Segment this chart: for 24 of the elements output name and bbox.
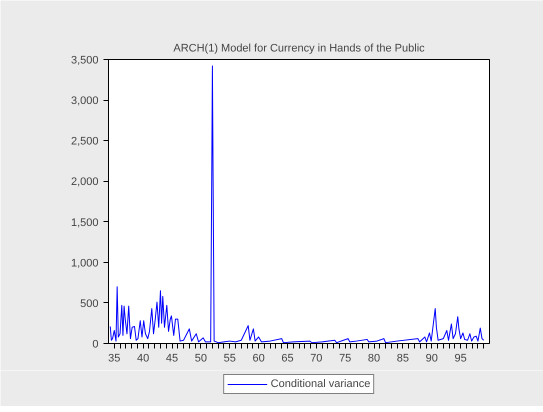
x-tick-label: 75 xyxy=(339,352,352,364)
y-tick-label: 500 xyxy=(80,298,99,310)
y-tick-label: 3,000 xyxy=(70,95,99,108)
x-tick-label: 45 xyxy=(166,352,178,364)
x-tick-label: 35 xyxy=(108,352,120,364)
y-tick-label: 3,500 xyxy=(70,54,99,66)
x-tick-label: 70 xyxy=(310,352,322,364)
x-tick-label: 55 xyxy=(224,352,236,364)
line-series xyxy=(110,65,484,344)
legend-label: Conditional variance xyxy=(270,378,370,390)
x-tick-label: 85 xyxy=(396,352,410,364)
y-tick-label: 2,500 xyxy=(70,136,99,148)
x-tick-label: 95 xyxy=(454,352,467,364)
y-tick-label: 1,000 xyxy=(70,257,99,270)
x-tick-label: 80 xyxy=(368,352,380,364)
y-tick-label: 2,000 xyxy=(70,176,99,188)
y-tick-label: 1,500 xyxy=(70,216,99,229)
x-tick-label: 60 xyxy=(252,352,265,364)
x-tick-label: 50 xyxy=(194,352,207,364)
y-tick-label: 0 xyxy=(92,338,99,350)
x-tick-label: 40 xyxy=(137,352,150,364)
x-tick-label: 65 xyxy=(281,352,294,364)
chart-title: ARCH(1) Model for Currency in Hands of the Public xyxy=(173,42,426,54)
x-tick-label: 90 xyxy=(426,352,438,364)
